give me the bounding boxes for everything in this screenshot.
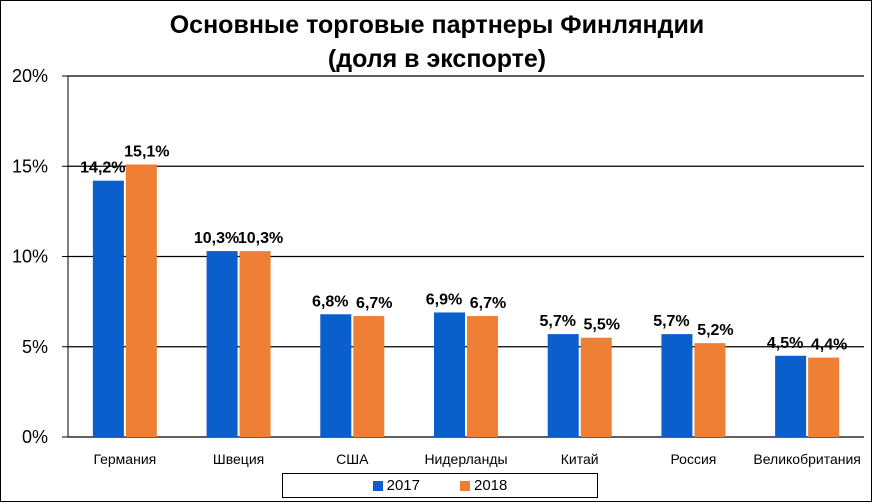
category-label-0: Германия xyxy=(93,451,156,467)
data-labels: 14,2%15,1% 10,3%10,3% 6,8% 6,7% 6,9% 6,7% 5,7%… xyxy=(80,143,847,353)
chart-title: Основные торговые партнеры Финляндии (до… xyxy=(0,8,874,76)
legend-label-2017: 2017 xyxy=(386,477,420,494)
category-label-1: Швеция xyxy=(213,451,264,467)
category-label-2: США xyxy=(336,451,369,467)
legend-swatch-2017 xyxy=(372,480,383,491)
bar-2017-3 xyxy=(434,312,465,437)
category-label-4: Китай xyxy=(561,451,599,467)
legend-label-2018: 2018 xyxy=(474,477,508,494)
bar-2018-6 xyxy=(808,357,840,437)
legend: 2017 2018 xyxy=(282,473,598,498)
chart-title-line-1: Основные торговые партнеры Финляндии xyxy=(169,11,705,39)
category-label-6: Великобритания xyxy=(753,451,861,467)
bar-2018-3 xyxy=(467,316,498,437)
bar-2017-2 xyxy=(320,314,352,437)
bar-2018-2 xyxy=(353,316,385,437)
bar-2017-5 xyxy=(661,334,693,437)
bars xyxy=(92,164,840,437)
data-label-2018-1: 10,3% xyxy=(238,230,283,247)
data-label-2017-5: 5,7% xyxy=(653,313,689,330)
bar-2017-6 xyxy=(775,355,807,437)
bar-2018-1 xyxy=(239,251,271,437)
bar-chart: 0% 5% 10% 15% 20% 14,2%15,1% 10,3%10,3% 6,8% 6,… xyxy=(12,66,864,467)
data-label-2017-3: 6,9% xyxy=(426,291,462,308)
data-label-2018-6: 4,4% xyxy=(811,337,847,354)
chart-title-line-2: (доля в экспорте) xyxy=(327,45,547,73)
data-label-2017-2: 6,8% xyxy=(312,293,348,310)
y-tick-label: 20% xyxy=(12,66,48,86)
bar-2018-4 xyxy=(580,337,612,437)
legend-item-2018: 2018 xyxy=(460,477,507,494)
data-label-2017-6: 4,5% xyxy=(767,335,803,352)
bar-2017-1 xyxy=(206,251,238,437)
data-label-2018-2: 6,7% xyxy=(356,295,392,312)
bar-2017-4 xyxy=(547,334,579,437)
legend-item-2017: 2017 xyxy=(372,477,420,494)
y-tick-label: 15% xyxy=(12,156,48,176)
category-label-5: Россия xyxy=(670,451,716,467)
data-label-2017-1: 10,3% xyxy=(194,230,239,247)
data-label-2018-0: 15,1% xyxy=(124,143,169,160)
category-label-3: Нидерланды xyxy=(424,451,507,467)
data-label-2017-0: 14,2% xyxy=(80,160,125,177)
bar-2018-0 xyxy=(125,164,157,437)
data-label-2018-4: 5,5% xyxy=(583,317,619,334)
grid-lines xyxy=(68,75,864,438)
y-tick-label: 10% xyxy=(12,247,48,267)
data-label-2017-4: 5,7% xyxy=(539,313,575,330)
legend-swatch-2018 xyxy=(460,480,470,491)
bar-2017-0 xyxy=(92,180,124,437)
data-label-2018-5: 5,2% xyxy=(697,322,733,339)
y-tick-label: 0% xyxy=(22,427,48,447)
data-label-2018-3: 6,7% xyxy=(470,295,506,312)
y-axis-ticks: 0% 5% 10% 15% 20% xyxy=(12,66,68,447)
bar-2018-5 xyxy=(694,343,726,437)
x-axis-categories: Германия Швеция США Нидерланды Китай Россия Ве… xyxy=(93,451,860,467)
y-tick-label: 5% xyxy=(22,337,48,357)
